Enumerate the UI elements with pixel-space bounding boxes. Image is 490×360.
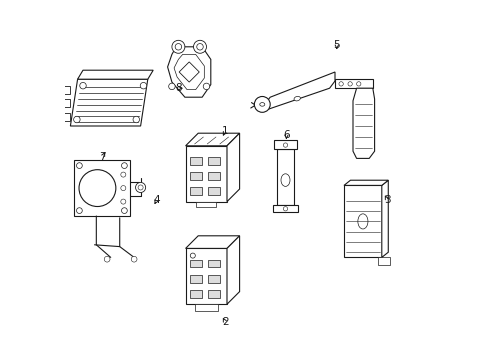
Polygon shape bbox=[273, 205, 298, 212]
Circle shape bbox=[121, 185, 126, 191]
Bar bbox=[190, 187, 202, 195]
Polygon shape bbox=[378, 257, 390, 265]
Ellipse shape bbox=[281, 174, 290, 186]
Bar bbox=[208, 275, 220, 283]
Circle shape bbox=[172, 40, 185, 53]
Ellipse shape bbox=[358, 214, 368, 229]
Circle shape bbox=[194, 40, 206, 53]
Polygon shape bbox=[266, 72, 335, 110]
Polygon shape bbox=[335, 79, 373, 88]
Circle shape bbox=[76, 163, 82, 168]
Text: 3: 3 bbox=[384, 195, 391, 205]
Circle shape bbox=[203, 83, 210, 90]
Text: 6: 6 bbox=[283, 130, 290, 140]
Bar bbox=[208, 187, 220, 195]
Polygon shape bbox=[77, 70, 153, 79]
Circle shape bbox=[136, 183, 146, 193]
Bar bbox=[208, 172, 220, 180]
Circle shape bbox=[138, 185, 143, 190]
Bar bbox=[208, 157, 220, 165]
Polygon shape bbox=[61, 99, 71, 107]
Circle shape bbox=[254, 96, 270, 112]
Circle shape bbox=[131, 256, 137, 262]
Polygon shape bbox=[195, 304, 218, 311]
Circle shape bbox=[169, 83, 175, 90]
Polygon shape bbox=[61, 86, 71, 94]
Text: 4: 4 bbox=[153, 195, 160, 205]
Polygon shape bbox=[227, 236, 240, 304]
Polygon shape bbox=[61, 113, 71, 121]
Polygon shape bbox=[382, 180, 388, 257]
Circle shape bbox=[122, 163, 127, 168]
Bar bbox=[190, 260, 202, 267]
Polygon shape bbox=[344, 180, 388, 185]
Bar bbox=[190, 157, 202, 165]
Circle shape bbox=[140, 82, 147, 89]
Circle shape bbox=[197, 44, 203, 50]
Polygon shape bbox=[179, 62, 199, 82]
Text: 5: 5 bbox=[334, 40, 340, 50]
Text: 8: 8 bbox=[175, 83, 182, 93]
Circle shape bbox=[339, 82, 343, 86]
Polygon shape bbox=[186, 133, 240, 146]
Text: 1: 1 bbox=[222, 126, 228, 136]
Circle shape bbox=[80, 82, 86, 89]
Circle shape bbox=[283, 143, 288, 147]
Circle shape bbox=[357, 82, 361, 86]
Bar bbox=[190, 290, 202, 298]
Polygon shape bbox=[71, 79, 148, 126]
Polygon shape bbox=[227, 133, 240, 202]
Polygon shape bbox=[186, 236, 240, 248]
Polygon shape bbox=[186, 146, 227, 202]
Circle shape bbox=[121, 199, 126, 204]
Bar bbox=[208, 260, 220, 267]
Polygon shape bbox=[74, 160, 130, 216]
Bar bbox=[190, 172, 202, 180]
Polygon shape bbox=[196, 202, 216, 207]
Circle shape bbox=[79, 170, 116, 207]
Circle shape bbox=[283, 207, 288, 211]
Circle shape bbox=[122, 208, 127, 213]
Circle shape bbox=[133, 116, 140, 123]
Circle shape bbox=[74, 116, 80, 123]
Bar bbox=[190, 275, 202, 283]
Polygon shape bbox=[274, 140, 297, 149]
Text: 2: 2 bbox=[222, 317, 228, 327]
Polygon shape bbox=[353, 88, 374, 158]
Polygon shape bbox=[174, 54, 204, 90]
Circle shape bbox=[190, 253, 196, 258]
Circle shape bbox=[121, 172, 126, 177]
Polygon shape bbox=[186, 248, 227, 304]
Ellipse shape bbox=[294, 96, 300, 101]
Circle shape bbox=[175, 44, 182, 50]
Circle shape bbox=[348, 82, 352, 86]
Text: 7: 7 bbox=[99, 152, 106, 162]
Polygon shape bbox=[168, 47, 211, 97]
Circle shape bbox=[104, 256, 110, 262]
Ellipse shape bbox=[260, 103, 265, 106]
Polygon shape bbox=[277, 149, 294, 205]
Polygon shape bbox=[344, 185, 382, 257]
Circle shape bbox=[76, 208, 82, 213]
Bar bbox=[208, 290, 220, 298]
